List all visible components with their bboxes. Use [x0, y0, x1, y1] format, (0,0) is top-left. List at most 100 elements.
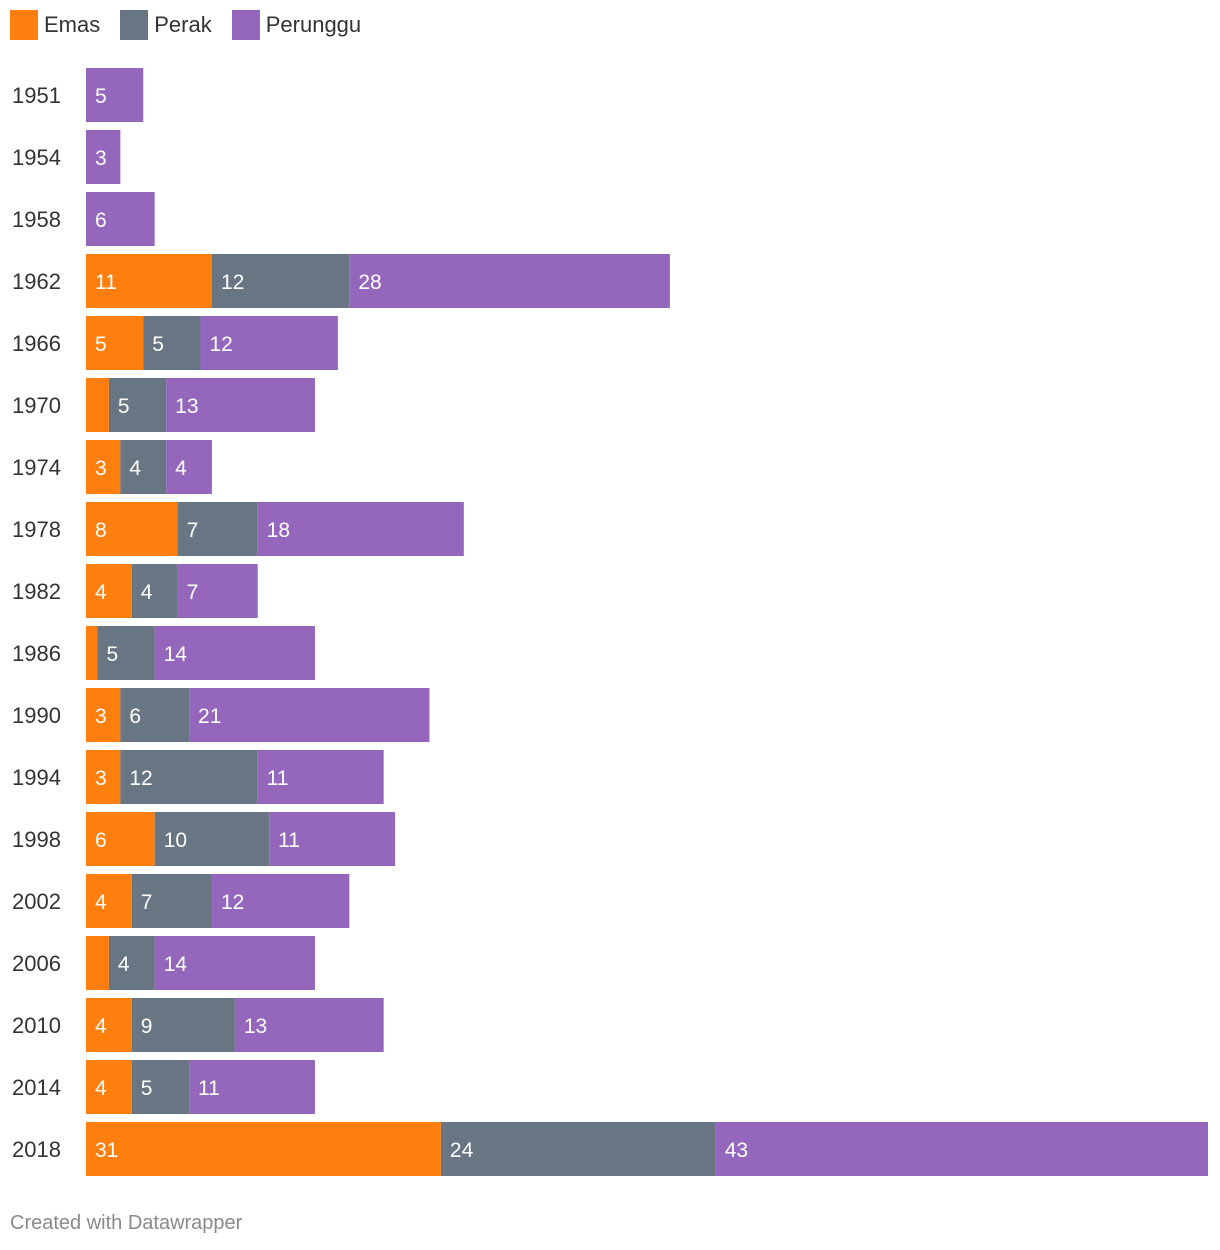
bar-perunggu-2014 [189, 1060, 315, 1114]
bar-value-perak-2006: 4 [118, 953, 130, 976]
category-label-1974: 1974 [12, 455, 61, 480]
bar-value-emas-1966: 5 [95, 333, 107, 356]
bar-value-emas-2010: 4 [95, 1015, 107, 1038]
bar-perunggu-1970 [166, 378, 315, 432]
bar-emas-1974 [86, 440, 121, 494]
bar-value-perunggu-1986: 14 [164, 643, 188, 666]
category-label-2002: 2002 [12, 889, 61, 914]
bar-value-perunggu-1958: 6 [95, 209, 107, 232]
bar-value-perunggu-1974: 4 [175, 457, 187, 480]
bar-perak-1990 [120, 688, 190, 742]
category-label-1958: 1958 [12, 207, 61, 232]
category-label-1970: 1970 [12, 393, 61, 418]
bar-emas-1990 [86, 688, 121, 742]
bar-perak-2018 [440, 1122, 716, 1176]
bar-emas-1998 [86, 812, 155, 866]
bar-perunggu-1998 [269, 812, 396, 866]
category-label-1951: 1951 [12, 83, 61, 108]
bar-perunggu-2006 [154, 936, 315, 990]
legend-label-emas: Emas [44, 12, 101, 37]
bar-perunggu-1962 [349, 254, 670, 308]
category-label-1998: 1998 [12, 827, 61, 852]
bar-value-perunggu-1962: 28 [358, 271, 381, 294]
bar-value-perak-1994: 12 [129, 767, 152, 790]
legend-swatch-perak [120, 10, 149, 40]
category-label-1982: 1982 [12, 579, 61, 604]
bar-value-perunggu-1998: 11 [278, 829, 300, 852]
bar-value-perak-1974: 4 [129, 457, 141, 480]
bar-value-perunggu-1954: 3 [95, 147, 107, 170]
bar-emas-2006 [86, 936, 109, 990]
bar-value-perak-1986: 5 [106, 643, 118, 666]
category-label-1962: 1962 [12, 269, 61, 294]
bar-emas-1978 [86, 502, 178, 556]
bar-value-perak-1966: 5 [152, 333, 164, 356]
bar-value-perak-1998: 10 [164, 829, 187, 852]
bar-perunggu-1958 [86, 192, 155, 246]
bar-value-emas-1994: 3 [95, 767, 107, 790]
bar-value-perunggu-1970: 13 [175, 395, 198, 418]
bar-perak-2002 [131, 874, 212, 928]
bar-emas-2010 [86, 998, 132, 1052]
bar-value-perunggu-1994: 11 [267, 767, 289, 790]
bar-value-perak-1970: 5 [118, 395, 130, 418]
bar-emas-1970 [86, 378, 109, 432]
bar-emas-1986 [86, 626, 98, 680]
bar-perunggu-1994 [257, 750, 384, 804]
legend-label-perunggu: Perunggu [265, 12, 362, 37]
bar-value-emas-2018: 31 [95, 1139, 118, 1162]
bar-perak-1962 [211, 254, 350, 308]
legend-label-perak: Perak [154, 12, 212, 37]
bar-value-perunggu-2002: 12 [221, 891, 244, 914]
bar-perunggu-2002 [211, 874, 350, 928]
bar-value-perak-2010: 9 [141, 1015, 153, 1038]
category-label-1954: 1954 [12, 145, 61, 170]
bar-value-emas-1978: 8 [95, 519, 107, 542]
category-label-2006: 2006 [12, 951, 61, 976]
bar-perak-2010 [131, 998, 235, 1052]
bar-value-perak-2002: 7 [141, 891, 153, 914]
bar-perunggu-1974 [166, 440, 212, 494]
bar-perak-1978 [177, 502, 258, 556]
bar-value-perak-1962: 12 [221, 271, 244, 294]
bar-value-perak-1982: 4 [141, 581, 153, 604]
bar-emas-1994 [86, 750, 121, 804]
bar-perak-1970 [108, 378, 167, 432]
legend-item-emas: Emas [10, 10, 100, 40]
bar-value-perak-1978: 7 [187, 519, 199, 542]
bar-perunggu-1990 [189, 688, 430, 742]
bar-perak-1986 [97, 626, 155, 680]
bar-value-emas-2014: 4 [95, 1077, 107, 1100]
bar-value-perunggu-1990: 21 [198, 705, 221, 728]
bar-emas-1982 [86, 564, 132, 618]
bar-emas-1962 [86, 254, 212, 308]
bar-perunggu-2010 [234, 998, 384, 1052]
bar-value-perunggu-2018: 43 [725, 1139, 748, 1162]
bar-perunggu-1986 [154, 626, 315, 680]
bar-value-perunggu-2006: 14 [164, 953, 188, 976]
category-label-1994: 1994 [12, 765, 61, 790]
category-label-2014: 2014 [12, 1075, 61, 1100]
bar-value-perunggu-1982: 7 [187, 581, 199, 604]
bar-value-perak-2018: 24 [450, 1139, 474, 1162]
bar-emas-2018 [86, 1122, 441, 1176]
bar-perak-1998 [154, 812, 270, 866]
category-label-1966: 1966 [12, 331, 61, 356]
bar-value-emas-2002: 4 [95, 891, 107, 914]
bar-value-emas-1982: 4 [95, 581, 107, 604]
chart-legend: Emas Perak Perunggu [10, 10, 381, 40]
bar-value-perunggu-1966: 12 [209, 333, 232, 356]
bar-perunggu-1951 [86, 68, 144, 122]
bar-value-emas-1974: 3 [95, 457, 107, 480]
bar-value-perak-2014: 5 [141, 1077, 153, 1100]
category-label-1978: 1978 [12, 517, 61, 542]
bar-emas-1966 [86, 316, 144, 370]
bar-perak-2006 [108, 936, 155, 990]
bar-perak-2014 [131, 1060, 190, 1114]
category-label-1990: 1990 [12, 703, 61, 728]
legend-item-perunggu: Perunggu [231, 10, 362, 40]
bar-value-emas-1998: 6 [95, 829, 107, 852]
bar-value-perunggu-2010: 13 [244, 1015, 267, 1038]
bar-perunggu-1954 [86, 130, 121, 184]
